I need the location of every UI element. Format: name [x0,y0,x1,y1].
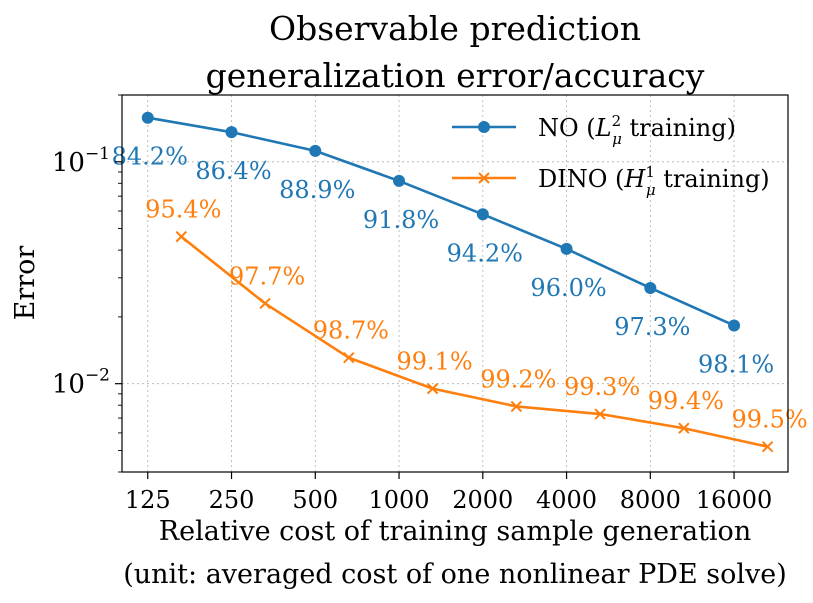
data-point-marker [476,208,489,221]
marker-stroke [594,408,606,420]
data-point-marker [426,382,439,395]
data-label: 99.4% [648,387,724,415]
legend-marker [478,121,490,133]
chart-title-line-2: generalization error/accuracy [206,56,705,95]
series-line-2 [180,235,768,448]
data-label: 97.7% [229,262,305,290]
axis-ticks: 125 250 500 1000 2000 4000 8000 16000 10−1 10−2 [52,94,772,514]
legend-marker [478,172,490,184]
data-point-marker [560,242,573,255]
data-point-marker [309,144,322,157]
data-point-marker [175,230,188,243]
x-axis-label-line-2: (unit: averaged cost of one nonlinear PD… [123,559,787,590]
y-axis-label: Error [10,246,41,321]
x-axis-label-line-1: Relative cost of training sample generat… [159,516,751,547]
point-labels: 84.2%86.4% 88.9% 91.8% 94.2%96.0% 97.3% 98.1%… [112,143,808,434]
data-label: 84.2% [112,143,188,171]
marker-stroke [175,230,188,243]
data-label: 91.8% [363,206,439,234]
data-point-marker [761,441,774,453]
data-point-marker [225,126,238,139]
series-layer [141,111,774,453]
marker-stroke [478,172,490,184]
x-tick-label: 2000 [452,486,513,514]
y-tick-label: 10−1 [52,144,110,178]
marker-stroke [761,441,774,453]
data-label: 99.5% [731,406,807,434]
legend-label-2: DINO (H1 μ training) [538,163,770,199]
x-tick-label: 500 [292,486,338,514]
x-tick-label: 1000 [368,486,429,514]
data-label: 86.4% [195,157,271,185]
data-point-marker [644,281,657,294]
x-tick-label: 250 [209,486,255,514]
data-label: 99.2% [480,365,556,393]
marker-stroke [259,297,271,310]
data-point-marker [259,297,271,310]
data-point-marker [393,174,406,187]
marker-stroke [343,351,355,364]
plot-frame [121,94,789,473]
x-tick-label: 4000 [536,486,597,514]
marker-stroke [678,422,690,434]
data-point-marker [594,408,606,420]
marker-stroke [510,400,523,413]
data-point-marker [141,111,154,124]
data-label: 98.7% [313,317,389,345]
x-tick-label: 125 [125,486,171,514]
data-label: 99.1% [396,348,472,376]
data-label: 98.1% [698,350,774,378]
data-label: 95.4% [145,196,221,224]
x-tick-label: 16000 [696,486,772,514]
data-point-marker [343,351,355,364]
legend: NO (L2 μ training) DINO (H1 μ training) [452,112,770,199]
y-tick-label: 10−2 [52,366,110,400]
grid [122,95,788,472]
series-line-1 [147,116,735,327]
data-label: 88.9% [279,176,355,204]
data-label: 99.3% [564,373,640,401]
legend-label-1: NO (L2 μ training) [538,112,736,148]
data-label: 96.0% [530,274,606,302]
marker-stroke [426,382,439,395]
data-point-marker [728,319,741,332]
data-point-marker [678,422,690,434]
data-point-marker [510,400,523,413]
chart-title-line-1: Observable prediction [269,9,641,48]
data-label: 94.2% [447,239,523,267]
x-tick-label: 8000 [620,486,681,514]
data-label: 97.3% [614,313,690,341]
